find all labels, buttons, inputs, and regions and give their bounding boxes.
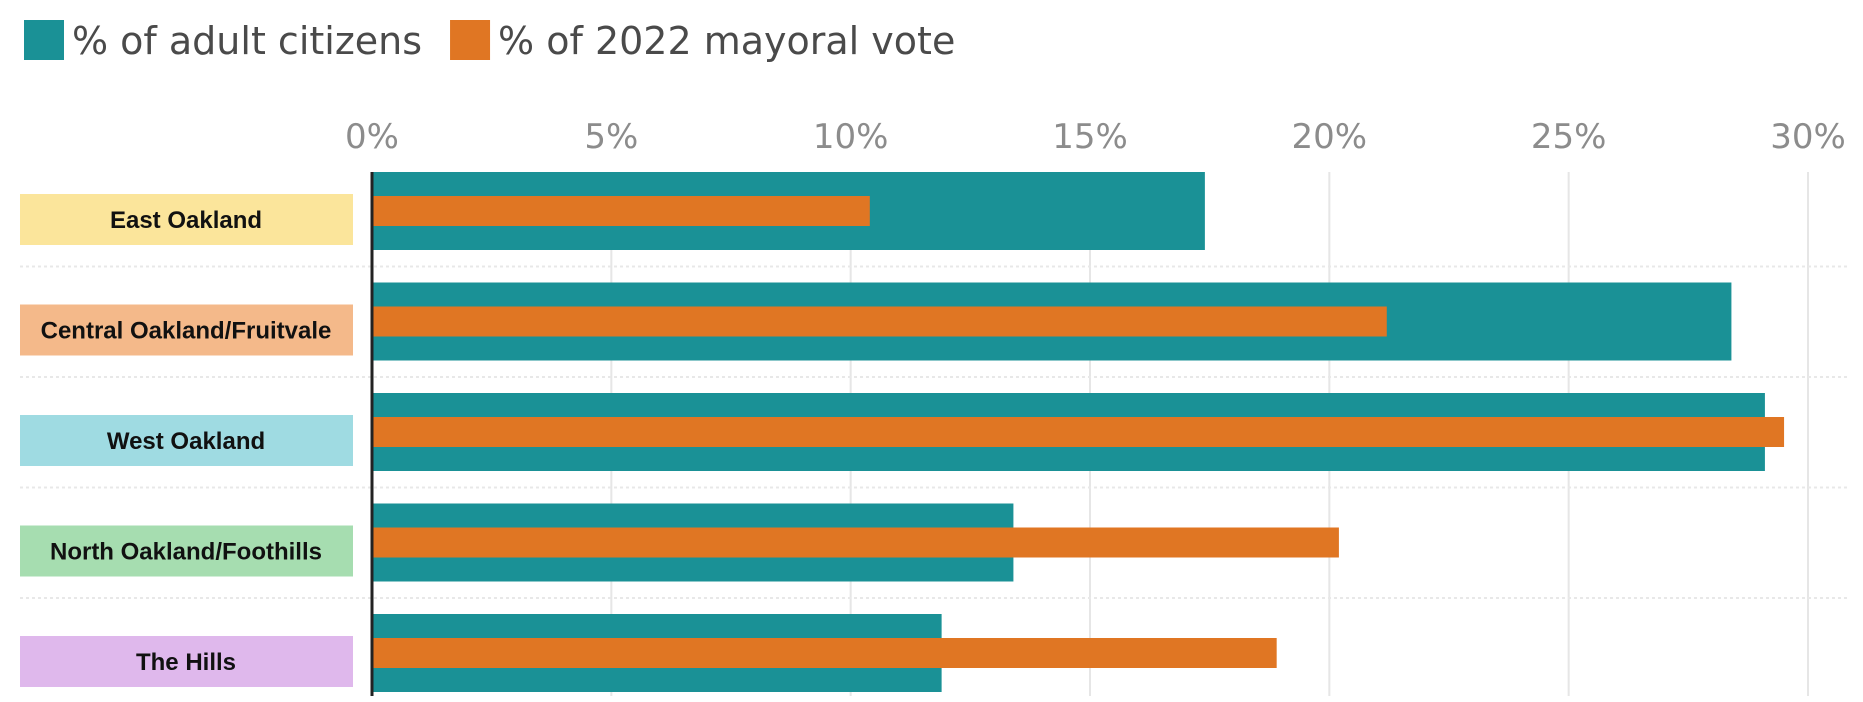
x-tick-label: 20%	[1292, 117, 1368, 157]
category-label-background	[20, 304, 353, 356]
bar-mayoral-vote	[372, 417, 1785, 447]
category-label: West Oakland	[107, 428, 265, 455]
bar-mayoral-vote	[372, 527, 1339, 558]
category-label-background	[20, 636, 353, 687]
x-tick-label: 5%	[584, 117, 638, 157]
legend-swatch	[24, 20, 64, 60]
x-tick-label: 25%	[1531, 117, 1607, 157]
category-label-background	[20, 525, 353, 577]
category-label-background	[20, 194, 353, 245]
bars	[372, 172, 1785, 692]
x-tick-label: 10%	[813, 117, 889, 157]
category-label-background	[20, 415, 353, 466]
category-label: North Oakland/Foothills	[50, 539, 322, 566]
x-tick-label: 30%	[1770, 117, 1846, 157]
legend-swatch	[450, 20, 491, 60]
legend: % of adult citizens % of 2022 mayoral vot…	[24, 19, 955, 63]
category-label: East Oakland	[110, 207, 262, 234]
x-tick-label: 15%	[1052, 117, 1128, 157]
category-backgrounds: East Oakland Central Oakland/Fruitvale Wes…	[20, 194, 353, 687]
bar-mayoral-vote	[372, 306, 1387, 337]
legend-label: % of 2022 mayoral vote	[498, 19, 955, 63]
tick-labels: 0% 5% 10% 15% 20% 25% 30%	[345, 117, 1846, 157]
category-label: Central Oakland/Fruitvale	[41, 318, 332, 345]
bar-mayoral-vote	[372, 196, 870, 226]
category-label: The Hills	[136, 649, 236, 676]
legend-label: % of adult citizens	[72, 19, 422, 63]
bar-mayoral-vote	[372, 638, 1277, 668]
x-tick-label: 0%	[345, 117, 399, 157]
